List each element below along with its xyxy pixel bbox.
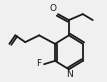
Text: O: O: [50, 4, 57, 13]
Text: N: N: [67, 70, 73, 79]
Text: F: F: [36, 59, 42, 68]
